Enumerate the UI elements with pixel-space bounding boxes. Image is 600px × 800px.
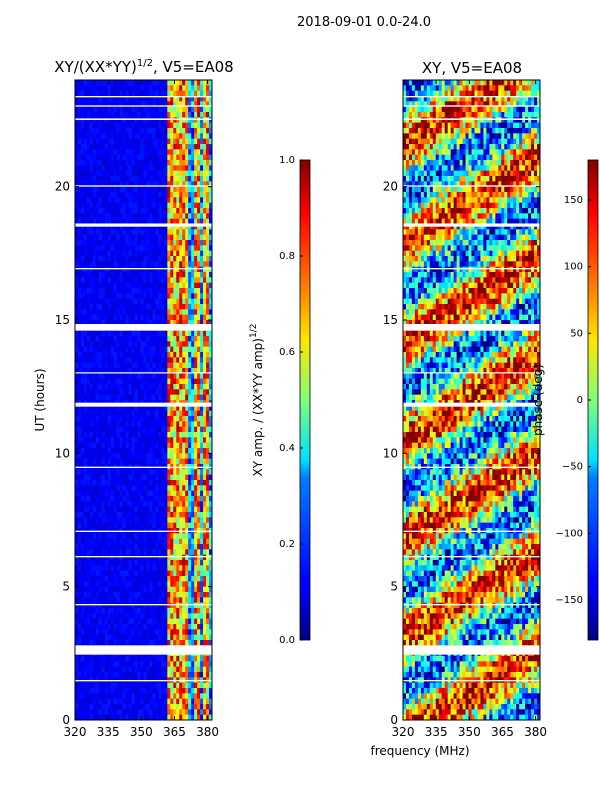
phase-heatmap-cells	[403, 80, 541, 721]
missing-band	[75, 96, 212, 98]
x-tick-label: 320	[392, 725, 415, 739]
colorbar-tick-label: 100	[564, 262, 583, 273]
colorbar-tick-label: 0.4	[279, 443, 295, 454]
amp-plot-frame	[74, 79, 213, 721]
missing-band	[403, 324, 540, 331]
right-plot-area: 320 335 350 365 380 0 5 10 15 20	[383, 79, 547, 739]
missing-band	[75, 324, 212, 331]
missing-band	[75, 466, 212, 468]
right-panel-title: XY, V5=EA08	[422, 59, 522, 77]
suptitle: 2018-09-01 0.0-24.0	[297, 15, 431, 30]
colorbar-phase-label: phase (deg)	[531, 364, 545, 436]
missing-band	[403, 402, 540, 407]
y-tick-label: 0	[62, 713, 70, 727]
missing-band	[403, 645, 540, 655]
colorbar-phase-ticks: 150 100 50 0 −50 −100 −150	[556, 195, 591, 606]
colorbar-tick-label: 0.8	[279, 251, 295, 262]
colorbar-amplitude	[299, 159, 311, 641]
missing-band	[75, 556, 212, 558]
left-panel-title: XY/(XX*YY)1/2, V5=EA08	[54, 58, 233, 76]
y-tick-label: 5	[390, 580, 398, 594]
y-axis-label: UT (hours)	[33, 368, 47, 431]
missing-band	[75, 645, 212, 655]
missing-band	[75, 680, 212, 682]
missing-band	[403, 556, 540, 558]
colorbar-tick-label: 0.6	[279, 347, 295, 358]
missing-band	[75, 402, 212, 407]
y-tick-label: 15	[55, 313, 70, 327]
missing-band	[75, 185, 212, 187]
x-tick-label: 320	[64, 725, 87, 739]
missing-band	[75, 604, 212, 606]
colorbar-tick-label: 0	[577, 395, 583, 406]
x-tick-label: 380	[524, 725, 547, 739]
missing-band	[403, 268, 540, 270]
y-tick-label: 5	[62, 580, 70, 594]
colorbar-tick-label: 150	[564, 195, 583, 206]
colorbar-tick-label: 1.0	[279, 155, 295, 166]
missing-band	[75, 118, 212, 120]
missing-band	[403, 96, 540, 98]
x-tick-label: 365	[491, 725, 514, 739]
colorbar-amplitude-label: XY amp. / (XX*YY amp)1/2	[249, 324, 265, 477]
colorbar-tick-label: −50	[562, 462, 583, 473]
missing-band	[75, 268, 212, 270]
x-tick-label: 380	[196, 725, 219, 739]
missing-band	[403, 530, 540, 532]
x-tick-label: 335	[425, 725, 448, 739]
colorbar-tick-label: 50	[570, 328, 583, 339]
missing-band	[75, 530, 212, 532]
y-tick-label: 10	[383, 446, 398, 460]
colorbar-tick-label: −150	[556, 595, 583, 606]
missing-band	[403, 604, 540, 606]
x-tick-label: 350	[458, 725, 481, 739]
colorbar-amplitude-ticks: 0.0 0.2 0.4 0.6 0.8 1.0	[279, 155, 303, 646]
missing-band	[75, 372, 212, 374]
missing-band	[403, 680, 540, 682]
colorbar-tick-label: −100	[556, 528, 583, 539]
phase-missing-data	[403, 96, 540, 682]
phase-plot-frame	[402, 79, 541, 721]
y-tick-label: 10	[55, 446, 70, 460]
missing-band	[75, 223, 212, 227]
y-tick-label: 0	[390, 713, 398, 727]
y-tick-label: 15	[383, 313, 398, 327]
x-tick-label: 365	[163, 725, 186, 739]
amp-heatmap-cells	[75, 80, 213, 721]
y-tick-label: 20	[55, 180, 70, 194]
colorbar-tick-label: 0.0	[279, 635, 295, 646]
missing-band	[403, 466, 540, 468]
colorbar-tick-label: 0.2	[279, 539, 295, 550]
y-tick-label: 20	[383, 180, 398, 194]
missing-band	[403, 372, 540, 374]
missing-band	[403, 118, 540, 120]
missing-band	[403, 223, 540, 227]
amp-missing-data	[75, 96, 212, 682]
x-tick-label: 350	[130, 725, 153, 739]
x-axis-label: frequency (MHz)	[370, 744, 469, 758]
missing-band	[403, 105, 540, 107]
left-plot-area: 320 335 350 365 380 0 5 10 15 20	[55, 79, 219, 739]
missing-band	[75, 105, 212, 107]
missing-band	[403, 185, 540, 187]
x-tick-label: 335	[97, 725, 120, 739]
